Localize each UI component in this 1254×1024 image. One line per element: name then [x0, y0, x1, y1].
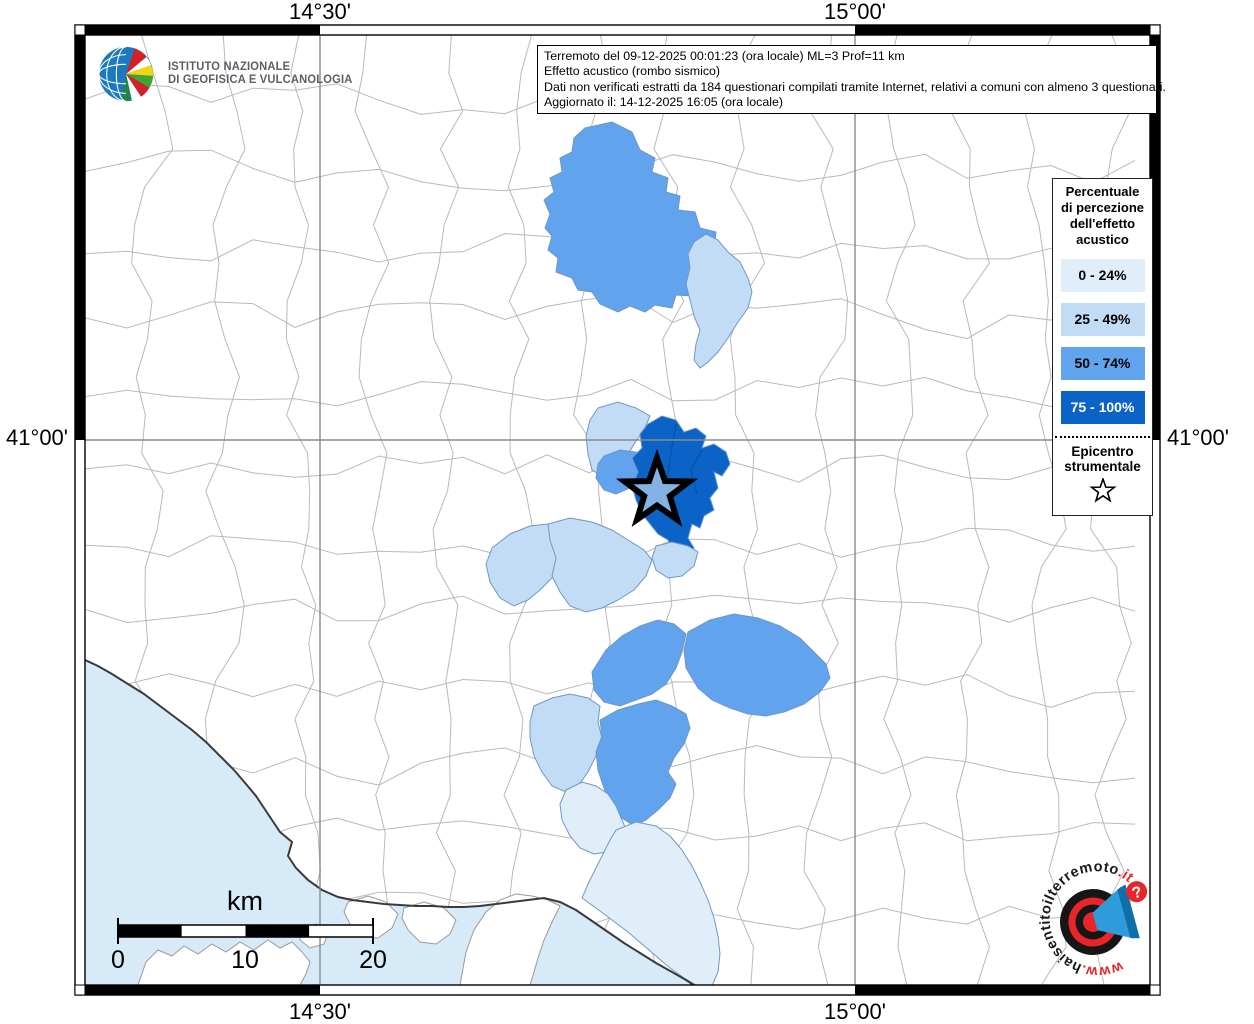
region-lower-light	[529, 693, 603, 793]
ingv-branding: ISTITUTO NAZIONALE DI GEOFISICA E VULCAN…	[96, 42, 358, 106]
watermark-question-mark: ?	[1130, 884, 1144, 903]
coord-bottom-left: 14°30'	[289, 999, 351, 1024]
coastline	[85, 659, 696, 985]
scale-tick-0: 0	[111, 946, 125, 974]
legend-swatch-0-24: 0 - 24%	[1060, 259, 1145, 292]
region-central-east	[683, 613, 831, 717]
epicenter-star-icon	[615, 448, 699, 527]
coord-left: 41°00'	[6, 425, 68, 450]
region-south-of-epicenter	[651, 541, 699, 579]
info-line-effect: Effetto acustico (rombo sismico)	[544, 64, 721, 79]
map-frame	[74, 24, 1161, 996]
coord-right: 41°00'	[1167, 425, 1229, 450]
region-coastal-pale	[581, 821, 721, 985]
region-north-sliver	[685, 233, 753, 369]
earthquake-info-box: Terremoto del 09-12-2025 00:01:23 (ora l…	[537, 45, 1166, 115]
coord-top-left: 14°30'	[289, 0, 351, 24]
coord-bottom-right: 15°00'	[824, 999, 886, 1024]
info-line-event: Terremoto del 09-12-2025 00:01:23 (ora l…	[544, 49, 905, 63]
region-southwest-a	[485, 523, 561, 607]
ingv-institute-name: ISTITUTO NAZIONALE DI GEOFISICA E VULCAN…	[168, 61, 353, 88]
scale-bar: km 0 10 20	[111, 886, 387, 974]
region-central-west	[591, 619, 687, 707]
legend-divider	[1055, 436, 1150, 438]
ingv-name-line2: DI GEOFISICA E VULCANOLOGIA	[168, 74, 353, 86]
legend-title: Percentuale di percezione dell'effetto a…	[1060, 184, 1145, 247]
ingv-logo-icon	[98, 46, 154, 102]
region-lower-medium	[595, 699, 691, 827]
legend-swatch-25-49: 25 - 49%	[1060, 303, 1145, 336]
region-southwest-b	[547, 517, 653, 613]
gridlines	[85, 35, 1150, 985]
coord-top-right: 15°00'	[824, 0, 886, 24]
watermark-www: www.	[1075, 951, 1126, 986]
legend-star-icon	[1088, 476, 1117, 503]
legend-epicenter-title: Epicentro strumentale	[1064, 444, 1141, 474]
scale-unit-label: km	[227, 886, 263, 916]
info-line-data: Dati non verificati estratti da 184 ques…	[544, 79, 1166, 94]
region-north-large	[543, 121, 721, 313]
scale-tick-20: 20	[359, 946, 387, 974]
scale-tick-10: 10	[231, 946, 259, 974]
legend-swatch-75-100: 75 - 100%	[1060, 391, 1145, 424]
legend-swatch-50-74: 50 - 74%	[1060, 347, 1145, 380]
haisentitoilterremoto-watermark: ? www.haisentitoilterremoto.it	[1024, 851, 1148, 986]
ingv-name-line1: ISTITUTO NAZIONALE	[168, 60, 291, 73]
legend: Percentuale di percezione dell'effetto a…	[1052, 178, 1153, 516]
info-line-updated: Aggiornato il: 14-12-2025 16:05 (ora loc…	[544, 94, 784, 109]
